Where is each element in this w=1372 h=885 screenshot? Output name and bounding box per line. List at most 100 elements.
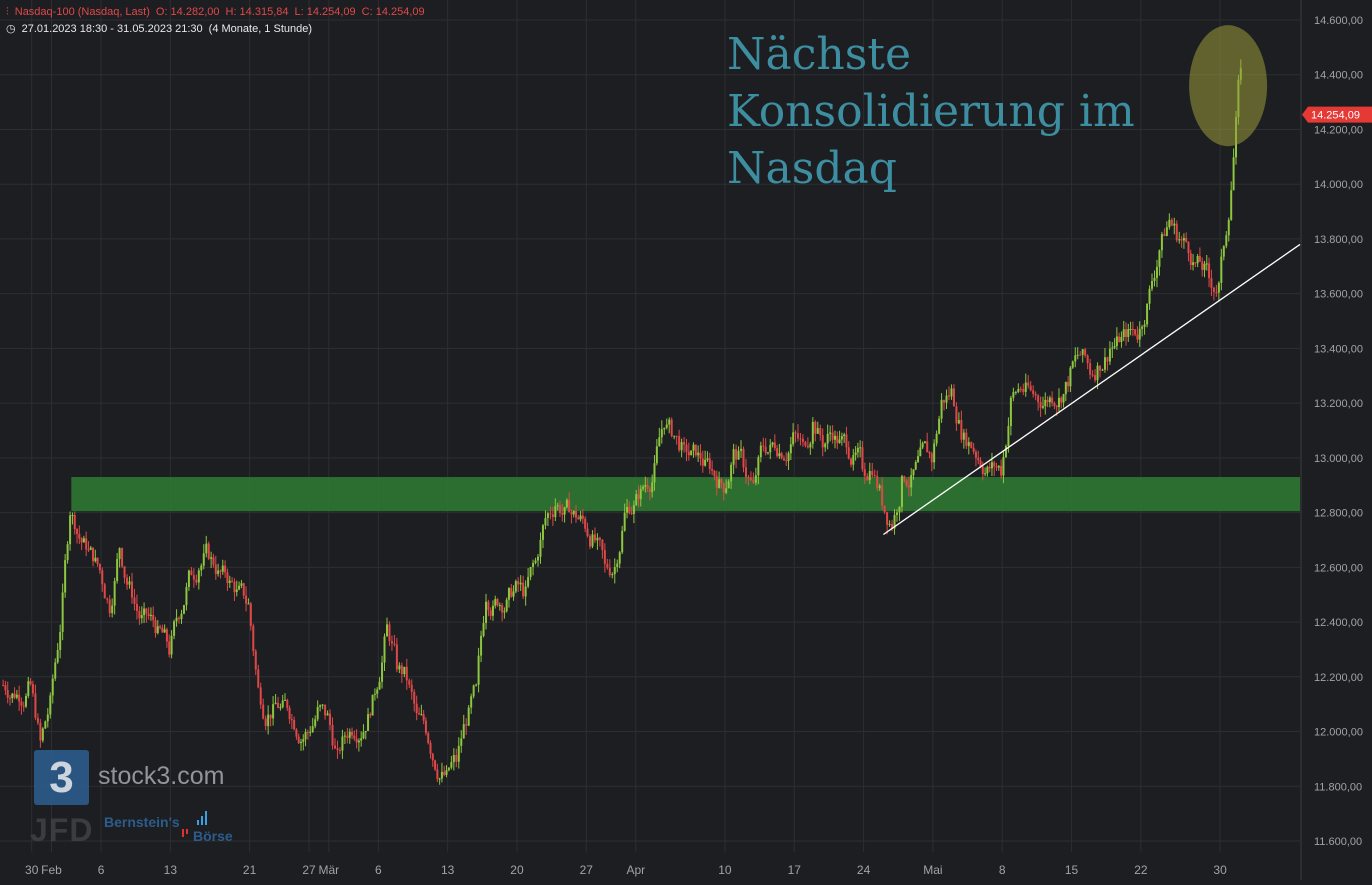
- candle-body: [708, 458, 711, 469]
- candle-body: [563, 507, 566, 515]
- candle-body: [1009, 397, 1012, 427]
- candle-body: [933, 443, 936, 463]
- date-range: 27.01.2023 18:30 - 31.05.2023 21:30: [21, 23, 203, 35]
- candle-body: [642, 486, 645, 489]
- candle-body: [135, 603, 138, 612]
- candle-body: [962, 432, 965, 440]
- candle-body: [921, 443, 924, 448]
- candle-body: [314, 719, 317, 727]
- candle-body: [245, 595, 248, 604]
- candle-body: [357, 740, 360, 743]
- candle-body: [355, 738, 358, 743]
- candle-body: [92, 547, 95, 562]
- candle-body: [187, 570, 190, 588]
- candle-body: [252, 625, 255, 652]
- candle-body: [984, 473, 987, 475]
- candle-body: [505, 599, 508, 612]
- candle-body: [462, 724, 465, 739]
- candle-body: [487, 601, 490, 611]
- candle-body: [475, 684, 478, 686]
- candle-body: [418, 713, 421, 715]
- candle-body: [455, 754, 458, 762]
- candle-body: [170, 635, 173, 655]
- candle-body: [309, 731, 312, 733]
- candle-body: [1106, 357, 1109, 362]
- price-tick-label: 13.600,00: [1314, 289, 1363, 301]
- candle-body: [608, 567, 611, 576]
- candle-body: [575, 510, 578, 518]
- candle-body: [840, 436, 843, 440]
- candle-body: [1212, 287, 1215, 292]
- candle-body: [804, 441, 807, 446]
- candle-body: [1064, 382, 1067, 395]
- instrument-header: ⫶ Nasdaq-100 (Nasdaq, Last) O: 14.282,00 H:…: [6, 6, 431, 19]
- time-tick-label: 6: [375, 863, 382, 877]
- candle-body: [306, 732, 309, 734]
- candle-body: [776, 448, 779, 457]
- candle-body: [197, 570, 200, 583]
- candle-body: [128, 581, 131, 585]
- candle-body: [1155, 266, 1158, 278]
- candle-body: [780, 453, 783, 459]
- candle-body: [1012, 392, 1015, 398]
- candle-body: [816, 428, 819, 434]
- candle-body: [814, 421, 817, 434]
- price-tick-label: 13.800,00: [1314, 234, 1363, 246]
- candle-body: [789, 444, 792, 454]
- candle-body: [1048, 397, 1051, 403]
- candle-body: [31, 684, 34, 694]
- candle-body: [979, 460, 982, 467]
- annotation-line-1: Nächste: [727, 29, 912, 80]
- candle-body: [730, 464, 733, 482]
- candle-body: [311, 726, 314, 732]
- candle-body: [878, 485, 881, 489]
- candle-body: [1000, 465, 1003, 476]
- candle-body: [1120, 337, 1123, 342]
- candle-body: [161, 627, 164, 633]
- candle-body: [694, 444, 697, 456]
- candle-body: [957, 420, 960, 424]
- candle-body: [995, 466, 998, 468]
- candle-body: [1002, 456, 1005, 476]
- candle-body: [1136, 334, 1139, 340]
- candle-body: [1196, 255, 1199, 264]
- price-tick-label: 14.000,00: [1314, 179, 1363, 191]
- candle-body: [926, 441, 929, 453]
- candle-body: [1004, 445, 1007, 457]
- candle-body: [279, 707, 282, 709]
- candle-body: [295, 729, 298, 737]
- candle-body: [267, 714, 270, 727]
- candle-body: [8, 697, 11, 699]
- candle-body: [720, 479, 723, 483]
- candle-body: [843, 434, 846, 437]
- time-tick-label: 27: [302, 863, 316, 877]
- candle-body: [722, 482, 725, 493]
- candle-body: [852, 455, 855, 465]
- candle-body: [66, 544, 69, 561]
- candle-body: [876, 476, 879, 489]
- price-tick-label: 12.800,00: [1314, 508, 1363, 520]
- candle-body: [338, 749, 341, 751]
- candle-body: [771, 442, 774, 445]
- candle-body: [967, 442, 970, 446]
- candle-body: [1017, 388, 1020, 392]
- candle-body: [1067, 382, 1070, 387]
- candle-body: [732, 449, 735, 465]
- candle-body: [559, 505, 562, 514]
- candle-body: [445, 770, 448, 775]
- candle-body: [381, 662, 384, 682]
- candle-body: [854, 452, 857, 456]
- candle-body: [297, 736, 300, 744]
- candle-body: [422, 714, 425, 721]
- candle-body: [11, 693, 14, 699]
- candle-body: [886, 512, 889, 525]
- candle-body: [154, 620, 157, 634]
- candle-body: [512, 591, 515, 597]
- candle-body: [1170, 219, 1173, 226]
- candle-body: [64, 560, 67, 593]
- candle-body: [403, 666, 406, 675]
- candle-body: [579, 515, 582, 520]
- candle-body: [336, 748, 339, 750]
- candle-body: [836, 435, 839, 443]
